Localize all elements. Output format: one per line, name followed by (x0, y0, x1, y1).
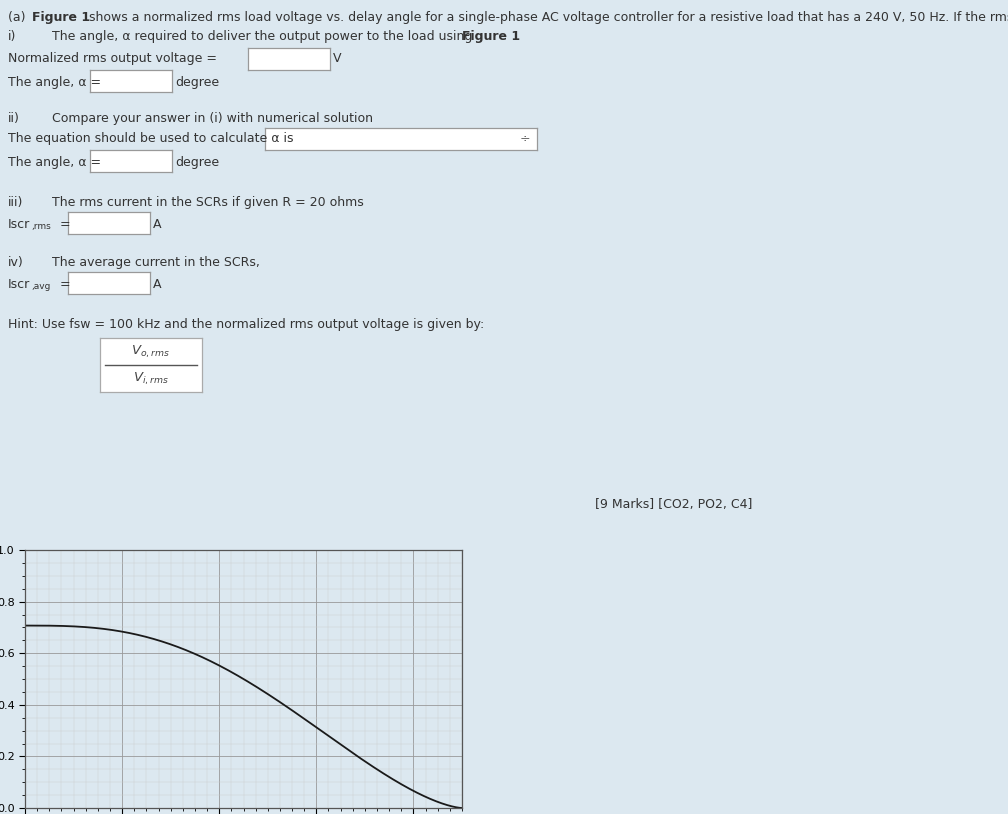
Text: V: V (333, 52, 342, 65)
Text: =: = (56, 218, 75, 231)
Text: The rms current in the SCRs if given R = 20 ohms: The rms current in the SCRs if given R =… (52, 196, 364, 209)
Text: ÷: ÷ (519, 133, 530, 146)
Text: degree: degree (175, 156, 219, 169)
Text: shows a normalized rms load voltage vs. delay angle for a single-phase AC voltag: shows a normalized rms load voltage vs. … (85, 11, 1008, 24)
Text: ,avg: ,avg (31, 282, 50, 291)
Text: $\it{V}$$\it{_{o,rms}}$: $\it{V}$$\it{_{o,rms}}$ (131, 344, 170, 361)
Text: Hint: Use fsw = 100 kHz and the normalized rms output voltage is given by:: Hint: Use fsw = 100 kHz and the normaliz… (8, 318, 484, 331)
Text: iv): iv) (8, 256, 24, 269)
Text: ,rms: ,rms (31, 222, 50, 231)
Text: The average current in the SCRs,: The average current in the SCRs, (52, 256, 260, 269)
Text: Iscr: Iscr (8, 218, 30, 231)
Text: A: A (153, 218, 161, 231)
Text: The angle, α =: The angle, α = (8, 76, 105, 89)
Text: Normalized rms output voltage =: Normalized rms output voltage = (8, 52, 221, 65)
Text: ii): ii) (8, 112, 20, 125)
Text: degree: degree (175, 76, 219, 89)
Text: The angle, α =: The angle, α = (8, 156, 105, 169)
Text: (a): (a) (8, 11, 33, 24)
Text: The angle, α required to deliver the output power to the load using: The angle, α required to deliver the out… (52, 30, 477, 43)
Text: A: A (153, 278, 161, 291)
Text: i): i) (8, 30, 16, 43)
Text: =: = (56, 278, 75, 291)
Text: The equation should be used to calculate α is: The equation should be used to calculate… (8, 132, 293, 145)
Text: Iscr: Iscr (8, 278, 30, 291)
Text: Figure 1: Figure 1 (462, 30, 520, 43)
Text: $\it{V}$$\it{_{i,rms}}$: $\it{V}$$\it{_{i,rms}}$ (133, 371, 169, 387)
Text: [9 Marks] [CO2, PO2, C4]: [9 Marks] [CO2, PO2, C4] (595, 498, 752, 511)
Text: Figure 1: Figure 1 (32, 11, 90, 24)
Text: iii): iii) (8, 196, 23, 209)
Text: Compare your answer in (i) with numerical solution: Compare your answer in (i) with numerica… (52, 112, 373, 125)
